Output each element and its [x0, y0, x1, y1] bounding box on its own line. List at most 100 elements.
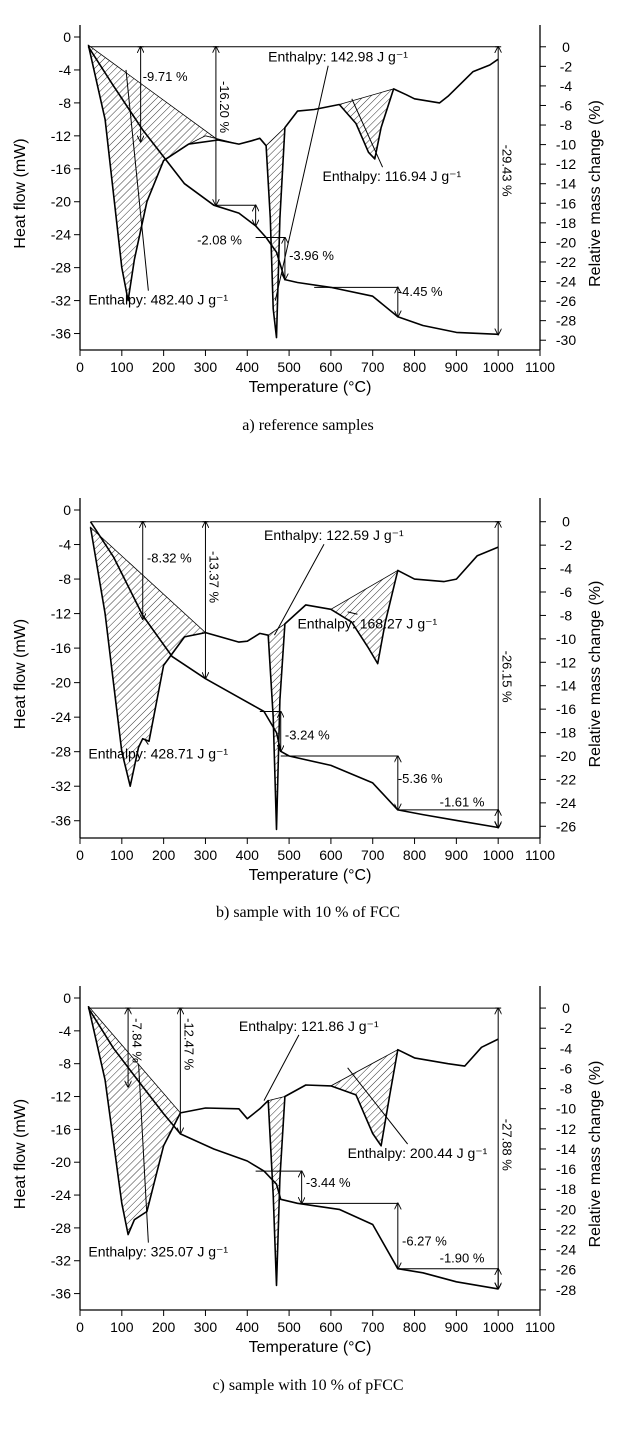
mass-change-label: -27.88 %	[499, 1119, 514, 1171]
y-tick-label: 0	[63, 990, 71, 1006]
x-axis-title: Temperature (°C)	[249, 1339, 372, 1356]
y-axis-title: Heat flow (mW)	[12, 1099, 29, 1209]
x-tick-label: 700	[361, 1319, 385, 1335]
y2-tick-label: -2	[560, 1020, 573, 1036]
y2-tick-label: -20	[556, 748, 576, 764]
x-tick-label: 1100	[525, 359, 555, 375]
y-tick-label: -20	[51, 194, 71, 210]
enthalpy-label: Enthalpy: 116.94 J g⁻¹	[323, 168, 462, 184]
mass-change-label: -7.84 %	[129, 1018, 144, 1063]
y-tick-label: -32	[51, 293, 71, 309]
y2-axis-title: Relative mass change (%)	[587, 581, 604, 768]
y2-tick-label: -8	[560, 607, 573, 623]
y-tick-label: -8	[59, 571, 72, 587]
x-tick-label: 800	[403, 359, 427, 375]
enthalpy-leader	[125, 69, 149, 291]
x-tick-label: 1000	[483, 1319, 514, 1335]
x-tick-label: 1100	[525, 1319, 555, 1335]
y-tick-label: -16	[51, 1121, 71, 1137]
x-tick-label: 0	[76, 847, 84, 863]
mass-change-label: -3.24 %	[285, 728, 330, 743]
mass-change-label: -3.44 %	[306, 1175, 351, 1190]
x-tick-label: 800	[403, 847, 427, 863]
y2-tick-label: 0	[562, 1000, 570, 1016]
y2-tick-label: -4	[560, 78, 573, 94]
mass-change-label: -5.36 %	[398, 771, 443, 786]
y2-tick-label: -14	[556, 678, 576, 694]
x-tick-label: 200	[152, 847, 176, 863]
mass-change-label: -26.15 %	[499, 651, 514, 703]
enthalpy-label: Enthalpy: 168.27 J g⁻¹	[297, 615, 437, 631]
y-tick-label: 0	[63, 502, 71, 518]
y2-tick-label: -8	[560, 117, 573, 133]
mass-change-label: -1.61 %	[440, 794, 485, 809]
mass-change-label: -9.71 %	[143, 69, 188, 84]
y2-tick-label: -26	[556, 293, 576, 309]
enthalpy-leader	[351, 98, 384, 168]
enthalpy-leader	[274, 543, 325, 636]
y-tick-label: -4	[59, 1023, 72, 1039]
y-tick-label: 0	[63, 29, 71, 45]
y2-tick-label: -4	[560, 1040, 573, 1056]
y2-tick-label: -12	[556, 1121, 576, 1137]
y2-tick-label: 0	[562, 39, 570, 55]
y-tick-label: -16	[51, 640, 71, 656]
y2-tick-label: -22	[556, 771, 576, 787]
y-tick-label: -36	[51, 1286, 71, 1302]
x-tick-label: 500	[277, 1319, 301, 1335]
mass-change-label: -8.32 %	[147, 551, 192, 566]
x-tick-label: 100	[110, 1319, 134, 1335]
x-axis-title: Temperature (°C)	[249, 867, 372, 884]
enthalpy-hatch-area	[329, 1048, 399, 1147]
x-tick-label: 400	[236, 359, 260, 375]
y2-axis-title: Relative mass change (%)	[587, 1061, 604, 1248]
y-tick-label: -36	[51, 813, 71, 829]
x-tick-label: 1000	[483, 847, 514, 863]
y2-tick-label: -14	[556, 176, 576, 192]
y2-tick-label: -28	[556, 313, 576, 329]
y-tick-label: -12	[51, 1089, 71, 1105]
y2-tick-label: -10	[556, 137, 576, 153]
y2-tick-label: -20	[556, 1201, 576, 1217]
x-tick-label: 700	[361, 359, 385, 375]
y2-tick-label: -16	[556, 195, 576, 211]
mass-change-label: -4.45 %	[398, 284, 443, 299]
enthalpy-leader	[347, 611, 358, 615]
x-tick-label: 600	[319, 359, 343, 375]
x-tick-label: 300	[194, 1319, 218, 1335]
y-tick-label: -4	[59, 537, 72, 553]
x-tick-label: 600	[319, 847, 343, 863]
x-tick-label: 1100	[525, 847, 555, 863]
y-tick-label: -24	[51, 1187, 71, 1203]
x-tick-label: 500	[277, 847, 301, 863]
y2-tick-label: -16	[556, 701, 576, 717]
mass-change-label: -3.96 %	[289, 248, 334, 263]
y2-tick-label: -24	[556, 274, 576, 290]
y2-tick-label: -26	[556, 818, 576, 834]
x-tick-label: 700	[361, 847, 385, 863]
heat-flow-curve	[87, 1006, 499, 1287]
y2-tick-label: -18	[556, 725, 576, 741]
enthalpy-leader	[138, 1063, 149, 1243]
heat-flow-curve	[87, 45, 499, 339]
enthalpy-label: Enthalpy: 122.59 J g⁻¹	[264, 527, 404, 543]
y-axis-title: Heat flow (mW)	[12, 619, 29, 729]
y-tick-label: -32	[51, 778, 71, 794]
mass-change-label: -12.47 %	[182, 1018, 197, 1070]
enthalpy-label: Enthalpy: 142.98 J g⁻¹	[268, 49, 408, 65]
mass-change-curve	[87, 1007, 499, 1290]
x-tick-label: 0	[76, 1319, 84, 1335]
x-tick-label: 100	[110, 359, 134, 375]
heat-flow-curve	[89, 527, 499, 831]
x-tick-label: 0	[76, 359, 84, 375]
y2-axis-title: Relative mass change (%)	[587, 100, 604, 287]
y-tick-label: -8	[59, 1056, 72, 1072]
mass-change-label: -29.43 %	[499, 145, 514, 197]
y-tick-label: -32	[51, 1253, 71, 1269]
enthalpy-leader	[347, 1067, 409, 1145]
y-tick-label: -20	[51, 675, 71, 691]
enthalpy-hatch-area	[265, 126, 286, 338]
x-tick-label: 200	[152, 359, 176, 375]
panel-caption: c) sample with 10 % of pFCC	[212, 1377, 403, 1394]
y-tick-label: -28	[51, 1220, 71, 1236]
